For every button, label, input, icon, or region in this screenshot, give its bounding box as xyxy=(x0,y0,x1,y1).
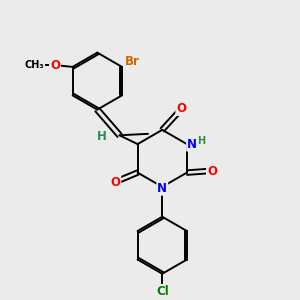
Text: CH₃: CH₃ xyxy=(25,61,44,70)
Text: Br: Br xyxy=(125,55,140,68)
Text: N: N xyxy=(187,138,197,151)
Text: Cl: Cl xyxy=(156,285,169,298)
Text: O: O xyxy=(110,176,120,188)
Text: O: O xyxy=(176,102,186,115)
Text: O: O xyxy=(207,165,217,178)
Text: H: H xyxy=(97,130,107,143)
Text: N: N xyxy=(157,182,167,195)
Text: H: H xyxy=(197,136,205,146)
Text: O: O xyxy=(50,59,60,72)
